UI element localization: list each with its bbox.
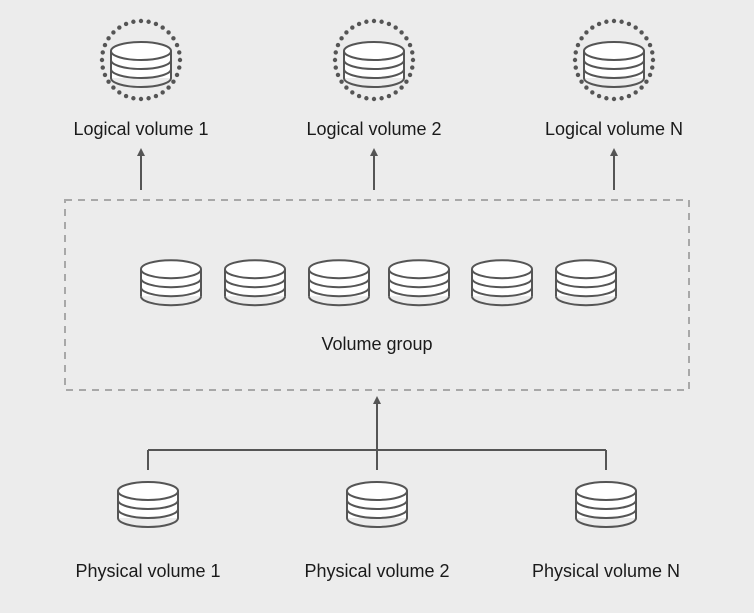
background	[0, 0, 754, 613]
logical-volume-label: Logical volume N	[545, 119, 683, 139]
physical-volume-label: Physical volume 2	[304, 561, 449, 581]
physical-volume-label: Physical volume 1	[75, 561, 220, 581]
volume-group-label: Volume group	[321, 334, 432, 354]
physical-volume-label: Physical volume N	[532, 561, 680, 581]
logical-volume-label: Logical volume 1	[73, 119, 208, 139]
logical-volume-label: Logical volume 2	[306, 119, 441, 139]
lvm-diagram: Logical volume 1 Logical volume 2 Logical …	[0, 0, 754, 613]
